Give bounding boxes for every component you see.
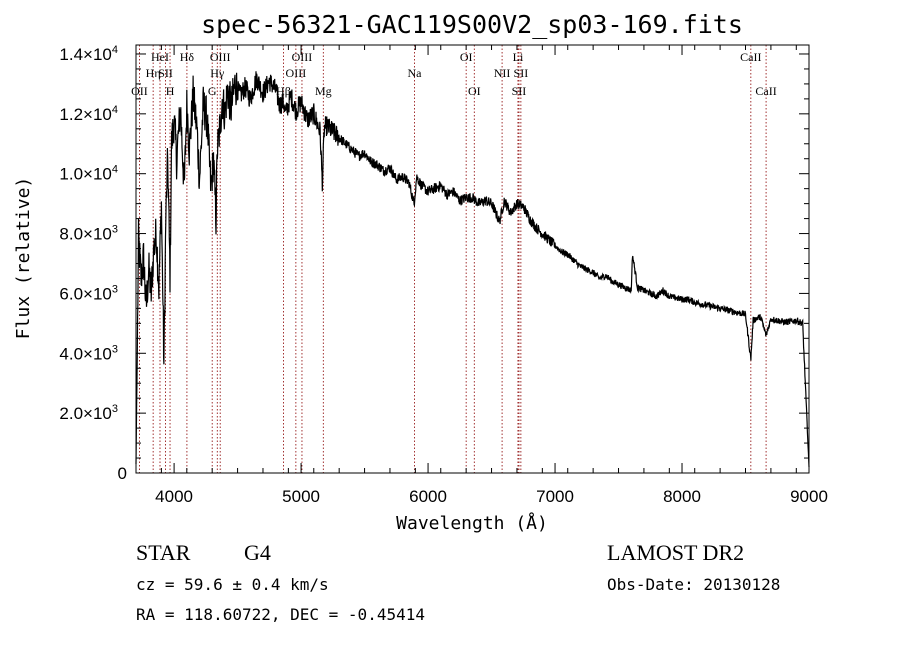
y-tick-exponent: 3 bbox=[112, 224, 118, 236]
emission-line-label: CaII bbox=[740, 50, 761, 64]
emission-line-label: Li bbox=[513, 50, 524, 64]
y-tick-mantissa: 2.0×10 bbox=[59, 404, 111, 423]
emission-line-label: Hη bbox=[146, 66, 161, 80]
y-tick-label: 4.0×103 bbox=[59, 343, 118, 363]
y-tick-mantissa: 1.0×10 bbox=[59, 165, 111, 184]
y-tick-mantissa: 8.0×10 bbox=[59, 225, 111, 244]
y-tick-mantissa: 6.0×10 bbox=[59, 284, 111, 303]
emission-line-label: NII bbox=[494, 66, 511, 80]
object-class: STAR bbox=[136, 540, 191, 565]
y-tick-label: 0 bbox=[118, 464, 127, 483]
emission-line-label: Hγ bbox=[210, 66, 225, 80]
emission-line-label: SII bbox=[514, 66, 529, 80]
y-tick-exponent: 4 bbox=[112, 104, 118, 116]
x-tick-label: 8000 bbox=[663, 487, 701, 506]
y-tick-mantissa: 0 bbox=[118, 464, 127, 483]
emission-line-label: OIII bbox=[210, 50, 231, 64]
emission-line-label: H bbox=[166, 84, 175, 98]
emission-line-label: Na bbox=[407, 66, 422, 80]
chart-title: spec-56321-GAC119S00V2_sp03-169.fits bbox=[201, 10, 743, 39]
emission-line-label: CaII bbox=[755, 84, 776, 98]
emission-line-label: OIII bbox=[286, 66, 307, 80]
coordinates: RA = 118.60722, DEC = -0.45414 bbox=[136, 605, 425, 624]
y-tick-exponent: 4 bbox=[112, 164, 118, 176]
y-tick-exponent: 3 bbox=[112, 343, 118, 355]
emission-line-label: SII bbox=[158, 66, 173, 80]
y-tick-exponent: 4 bbox=[112, 44, 118, 56]
redshift-value: cz = 59.6 ± 0.4 km/s bbox=[136, 575, 329, 594]
y-tick-label: 1.0×104 bbox=[59, 164, 118, 184]
emission-line-label: OII bbox=[131, 84, 148, 98]
spectrum-line bbox=[135, 71, 810, 468]
survey-name: LAMOST DR2 bbox=[607, 540, 744, 565]
y-axis-ticks: 02.0×1034.0×1036.0×1038.0×1031.0×1041.2×… bbox=[59, 44, 809, 483]
y-tick-exponent: 3 bbox=[112, 283, 118, 295]
emission-line-label: HeI bbox=[151, 50, 169, 64]
x-tick-label: 9000 bbox=[790, 487, 828, 506]
emission-line-label: Mg bbox=[315, 84, 332, 98]
y-tick-label: 1.2×104 bbox=[59, 104, 118, 124]
emission-line-label: OI bbox=[460, 50, 473, 64]
y-axis-label: Flux (relative) bbox=[13, 177, 34, 340]
observation-date: Obs-Date: 20130128 bbox=[607, 575, 780, 594]
emission-line-label: Hβ bbox=[276, 84, 291, 98]
y-tick-label: 8.0×103 bbox=[59, 224, 118, 244]
y-tick-mantissa: 1.4×10 bbox=[59, 45, 111, 64]
emission-line-label: OI bbox=[468, 84, 481, 98]
y-tick-label: 1.4×104 bbox=[59, 44, 118, 64]
emission-line-label: Hδ bbox=[180, 50, 195, 64]
y-tick-mantissa: 1.2×10 bbox=[59, 105, 111, 124]
x-tick-label: 4000 bbox=[155, 487, 193, 506]
x-tick-label: 7000 bbox=[536, 487, 574, 506]
object-subclass: G4 bbox=[244, 540, 271, 565]
emission-line-label: SII bbox=[512, 84, 527, 98]
y-tick-mantissa: 4.0×10 bbox=[59, 344, 111, 363]
x-tick-label: 5000 bbox=[282, 487, 320, 506]
x-axis-ticks: 4000 5000 6000 7000 8000 9000 bbox=[135, 45, 828, 506]
x-tick-label: 6000 bbox=[409, 487, 447, 506]
y-tick-label: 2.0×103 bbox=[59, 403, 118, 423]
emission-line-label: OIII bbox=[292, 50, 313, 64]
emission-line-labels: OII Hη HeI SII H Hδ G Hγ OIII Hβ OIII OIII Mg Na OI OI N… bbox=[131, 50, 777, 98]
emission-line-markers bbox=[139, 45, 767, 473]
emission-line-label: G bbox=[208, 84, 217, 98]
y-tick-label: 6.0×103 bbox=[59, 283, 118, 303]
y-tick-exponent: 3 bbox=[112, 403, 118, 415]
plot-frame bbox=[135, 44, 810, 474]
x-axis-label: Wavelength (Å) bbox=[396, 512, 548, 534]
